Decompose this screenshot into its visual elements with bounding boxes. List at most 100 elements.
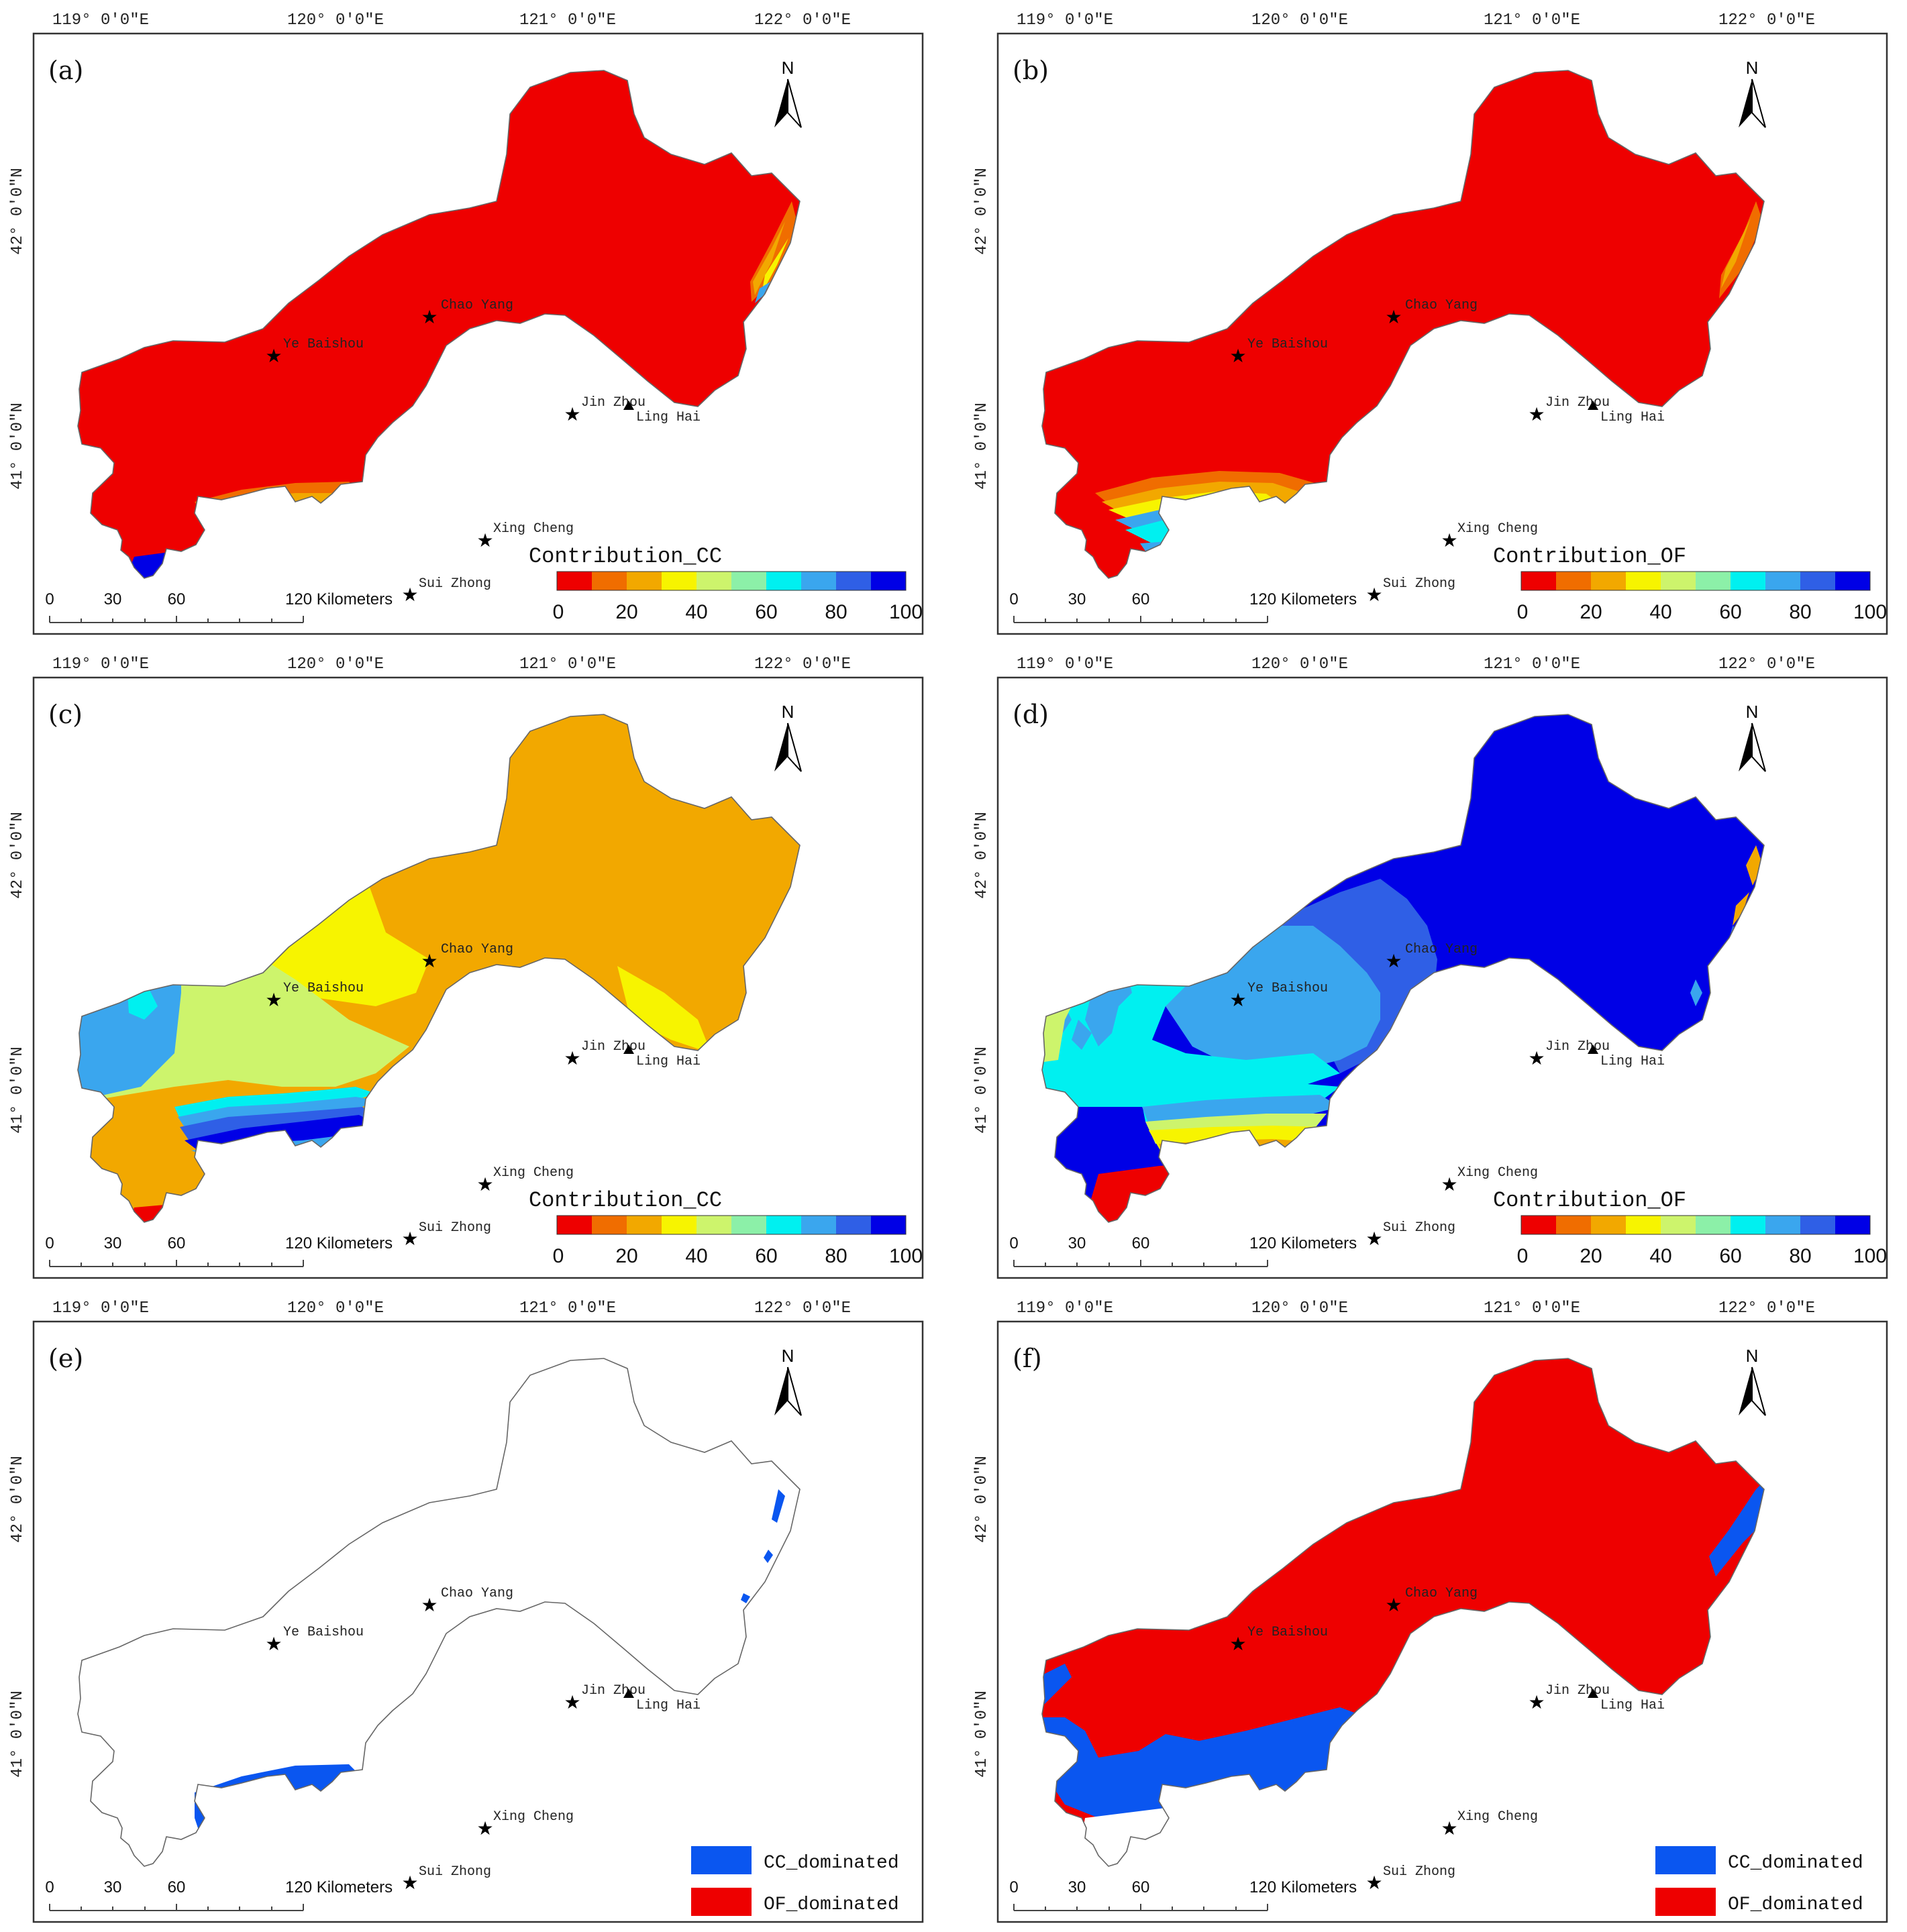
lon-label-120: 120° 0′0″E bbox=[1251, 655, 1348, 674]
lon-label-122: 122° 0′0″E bbox=[1718, 11, 1815, 30]
map-frame bbox=[996, 676, 1888, 1279]
colorbar-tick: 40 bbox=[1649, 601, 1671, 623]
colorbar-tick: 40 bbox=[685, 601, 707, 623]
star-icon: ★ bbox=[1229, 345, 1246, 367]
scale-tick-30: 30 bbox=[1068, 590, 1086, 608]
lon-label-122: 122° 0′0″E bbox=[1718, 655, 1815, 674]
north-arrow: N bbox=[1739, 1346, 1766, 1416]
map-figure: 119° 0′0″E 120° 0′0″E 121° 0′0″E 122° 0′… bbox=[9, 1299, 924, 1923]
contribution-zone bbox=[228, 1194, 315, 1213]
colorbar-tick: 20 bbox=[615, 1245, 637, 1267]
place-ye-baishou: Ye Baishou bbox=[283, 981, 364, 996]
star-icon: ★ bbox=[1441, 529, 1457, 551]
scale-tick-30: 30 bbox=[104, 1878, 122, 1896]
triangle-icon bbox=[1588, 1044, 1598, 1054]
scale-end-label: 120 Kilometers bbox=[1249, 1878, 1357, 1896]
colorbar-swatch bbox=[1556, 1216, 1591, 1234]
scale-tick-0: 0 bbox=[45, 590, 54, 608]
star-icon: ★ bbox=[401, 1872, 418, 1894]
lon-label-122: 122° 0′0″E bbox=[754, 1299, 851, 1318]
colorbar-swatch bbox=[1591, 1216, 1626, 1234]
map-legend: Contribution_CC 0 20 40 60 80 100 bbox=[529, 544, 923, 623]
scale-bar: 0 30 60 120 Kilometers bbox=[1009, 1878, 1357, 1911]
colorbar-tick: 20 bbox=[1580, 1245, 1602, 1267]
scale-end-label: 120 Kilometers bbox=[1249, 1234, 1357, 1252]
colorbar-swatch bbox=[1521, 572, 1556, 590]
north-arrow: N bbox=[774, 1346, 802, 1416]
map-frame bbox=[32, 1320, 924, 1923]
place-ye-baishou: Ye Baishou bbox=[283, 337, 364, 352]
contribution-zone bbox=[1140, 540, 1206, 578]
lon-label-119: 119° 0′0″E bbox=[1017, 1299, 1113, 1318]
lat-label-41: 41° 0′0″N bbox=[973, 402, 991, 490]
colorbar-tick: 40 bbox=[685, 1245, 707, 1267]
place-sui-zhong: Sui Zhong bbox=[419, 1220, 491, 1236]
lon-label-119: 119° 0′0″E bbox=[1017, 11, 1113, 30]
colorbar-swatch bbox=[1835, 1216, 1870, 1234]
star-icon: ★ bbox=[1441, 1173, 1457, 1195]
lon-label-119: 119° 0′0″E bbox=[52, 11, 149, 30]
north-arrow: N bbox=[774, 58, 802, 128]
lon-label-119: 119° 0′0″E bbox=[1017, 655, 1113, 674]
place-ye-baishou: Ye Baishou bbox=[1247, 337, 1328, 352]
star-icon: ★ bbox=[1385, 306, 1402, 328]
colorbar-swatch bbox=[731, 572, 766, 590]
place-sui-zhong: Sui Zhong bbox=[419, 1864, 491, 1880]
colorbar-swatch bbox=[766, 1216, 801, 1234]
lon-label-122: 122° 0′0″E bbox=[754, 11, 851, 30]
place-jin-zhou: Jin Zhou bbox=[1545, 1039, 1610, 1055]
lon-label-120: 120° 0′0″E bbox=[287, 1299, 384, 1318]
colorbar-swatch bbox=[1556, 572, 1591, 590]
of-dominated-zone bbox=[211, 1792, 322, 1825]
scale-end-label: 120 Kilometers bbox=[1249, 590, 1357, 608]
contribution-zone bbox=[1065, 1162, 1300, 1222]
place-chao-yang: Chao Yang bbox=[441, 1586, 513, 1601]
place-xing-cheng: Xing Cheng bbox=[493, 1165, 574, 1181]
region-outline bbox=[1041, 70, 1765, 579]
colorbar-tick: 60 bbox=[755, 601, 777, 623]
lon-label-121: 121° 0′0″E bbox=[519, 655, 616, 674]
colorbar-swatch bbox=[1731, 572, 1765, 590]
colorbar-tick: 100 bbox=[889, 1245, 923, 1267]
map-legend: Contribution_OF 0 20 40 60 80 100 bbox=[1493, 544, 1887, 623]
colorbar-tick: 60 bbox=[1719, 1245, 1741, 1267]
scale-end-label: 120 Kilometers bbox=[285, 1878, 393, 1896]
north-label: N bbox=[782, 58, 794, 78]
colorbar-tick: 100 bbox=[1853, 1245, 1887, 1267]
colorbar-swatch bbox=[662, 572, 697, 590]
map-figure: 119° 0′0″E 120° 0′0″E 121° 0′0″E 122° 0′… bbox=[973, 11, 1888, 635]
city-markers: ★ Chao Yang ★ Ye Baishou ★ Jin Zhou Ling… bbox=[265, 942, 701, 1250]
star-icon: ★ bbox=[1441, 1817, 1457, 1839]
colorbar-swatch bbox=[1800, 572, 1835, 590]
star-icon: ★ bbox=[1528, 1691, 1545, 1713]
place-jin-zhou: Jin Zhou bbox=[1545, 1683, 1610, 1699]
north-label: N bbox=[1746, 1346, 1759, 1366]
colorbar-tick: 60 bbox=[1719, 601, 1741, 623]
colorbar-swatch bbox=[1800, 1216, 1835, 1234]
legend-label: OF_dominated bbox=[1728, 1894, 1863, 1915]
colorbar-swatch bbox=[557, 572, 592, 590]
place-chao-yang: Chao Yang bbox=[441, 298, 513, 313]
colorbar-tick: 60 bbox=[755, 1245, 777, 1267]
region-outline bbox=[1041, 714, 1765, 1223]
lat-label-42: 42° 0′0″N bbox=[9, 168, 27, 255]
star-icon: ★ bbox=[476, 1817, 493, 1839]
lon-label-121: 121° 0′0″E bbox=[1484, 1299, 1580, 1318]
lat-label-42: 42° 0′0″N bbox=[9, 812, 27, 899]
colorbar-swatch bbox=[801, 572, 836, 590]
lon-label-120: 120° 0′0″E bbox=[287, 655, 384, 674]
lon-label-121: 121° 0′0″E bbox=[519, 1299, 616, 1318]
scale-tick-30: 30 bbox=[1068, 1878, 1086, 1896]
place-xing-cheng: Xing Cheng bbox=[1457, 521, 1538, 537]
place-ye-baishou: Ye Baishou bbox=[283, 1625, 364, 1640]
place-ling-hai: Ling Hai bbox=[1600, 410, 1665, 425]
star-icon: ★ bbox=[421, 950, 437, 972]
colorbar-tick: 100 bbox=[889, 601, 923, 623]
cc-dominated-zone bbox=[195, 1764, 362, 1851]
colorbar-swatch bbox=[1591, 572, 1626, 590]
place-xing-cheng: Xing Cheng bbox=[493, 521, 574, 537]
map-figure: 119° 0′0″E 120° 0′0″E 121° 0′0″E 122° 0′… bbox=[973, 655, 1888, 1279]
map-frame bbox=[32, 32, 924, 635]
colorbar-swatch bbox=[836, 1216, 871, 1234]
colorbar-swatch bbox=[1696, 572, 1731, 590]
